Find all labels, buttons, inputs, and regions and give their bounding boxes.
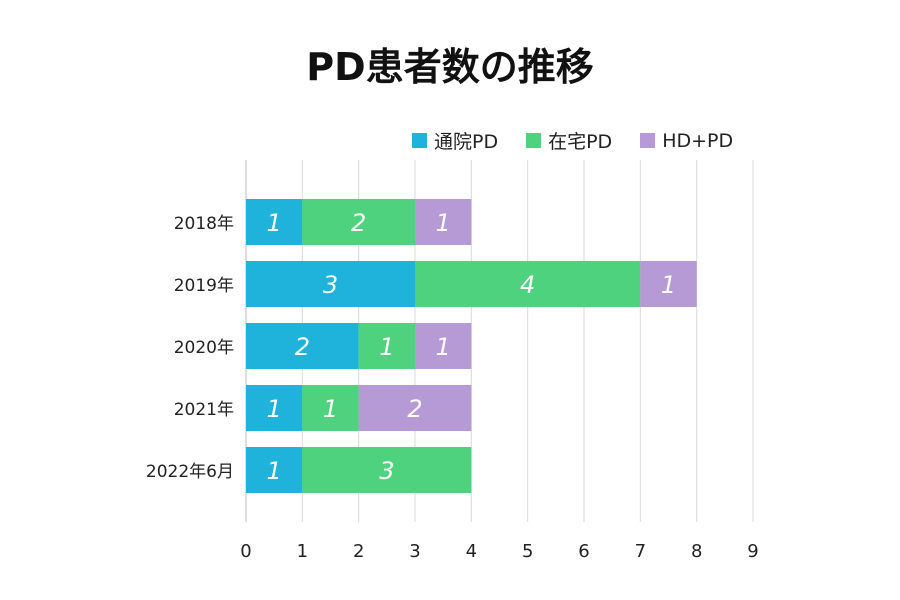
bar-segment xyxy=(415,323,472,369)
x-tick-label: 8 xyxy=(691,541,702,562)
x-tick-label: 3 xyxy=(409,541,420,562)
legend-swatch-outpatient-pd xyxy=(412,133,427,148)
bar-segment xyxy=(246,385,303,431)
bar-segment xyxy=(640,261,697,307)
x-tick-label: 6 xyxy=(578,541,589,562)
legend-label-home-pd: 在宅PD xyxy=(548,131,613,153)
bar-segment xyxy=(246,447,303,493)
x-tick-label: 9 xyxy=(747,541,758,562)
data-label: 2 xyxy=(295,333,310,361)
data-label: 3 xyxy=(379,457,394,485)
bar-segment xyxy=(246,323,359,369)
bar-segment xyxy=(415,199,472,245)
legend-item-hd-pd: HD+PD xyxy=(640,130,733,152)
chart-title: PD患者数の推移 xyxy=(306,45,594,89)
y-category-label: 2021年 xyxy=(174,400,234,420)
x-tick-label: 5 xyxy=(522,541,533,562)
legend-label-hd-pd: HD+PD xyxy=(662,129,734,152)
x-tick-label: 2 xyxy=(353,541,364,562)
legend-item-home-pd: 在宅PD xyxy=(526,127,612,154)
data-label: 4 xyxy=(520,271,535,299)
data-label: 1 xyxy=(661,271,676,299)
data-label: 2 xyxy=(407,395,422,423)
x-tick-label: 4 xyxy=(466,541,477,562)
data-label: 1 xyxy=(379,333,394,361)
bar-segment xyxy=(415,261,641,307)
x-tick-label: 0 xyxy=(240,541,251,562)
data-label: 1 xyxy=(267,395,282,423)
x-tick-label: 1 xyxy=(297,541,308,562)
legend-label-outpatient-pd: 通院PD xyxy=(434,131,499,153)
bar-segment xyxy=(358,323,415,369)
legend-item-outpatient-pd: 通院PD xyxy=(412,127,498,154)
bar-segment xyxy=(302,385,359,431)
x-tick-label: 7 xyxy=(635,541,646,562)
y-category-label: 2020年 xyxy=(174,338,234,358)
data-label: 1 xyxy=(323,395,338,423)
legend: 通院PD 在宅PD HD+PD xyxy=(412,127,761,154)
data-label: 1 xyxy=(436,333,451,361)
bar-segment xyxy=(246,199,303,245)
data-label: 1 xyxy=(436,209,451,237)
y-category-label: 2022年6月 xyxy=(146,462,234,482)
legend-swatch-hd-pd xyxy=(640,133,656,148)
y-category-label: 2019年 xyxy=(174,276,234,296)
legend-swatch-home-pd xyxy=(526,133,542,148)
bar-segment xyxy=(246,261,415,307)
bar-segment xyxy=(302,199,415,245)
bar-segment xyxy=(358,385,472,431)
bar-segment xyxy=(302,447,472,493)
data-label: 3 xyxy=(323,271,338,299)
data-label: 1 xyxy=(267,457,282,485)
data-label: 2 xyxy=(351,209,366,237)
y-category-label: 2018年 xyxy=(174,214,234,234)
data-label: 1 xyxy=(267,209,282,237)
